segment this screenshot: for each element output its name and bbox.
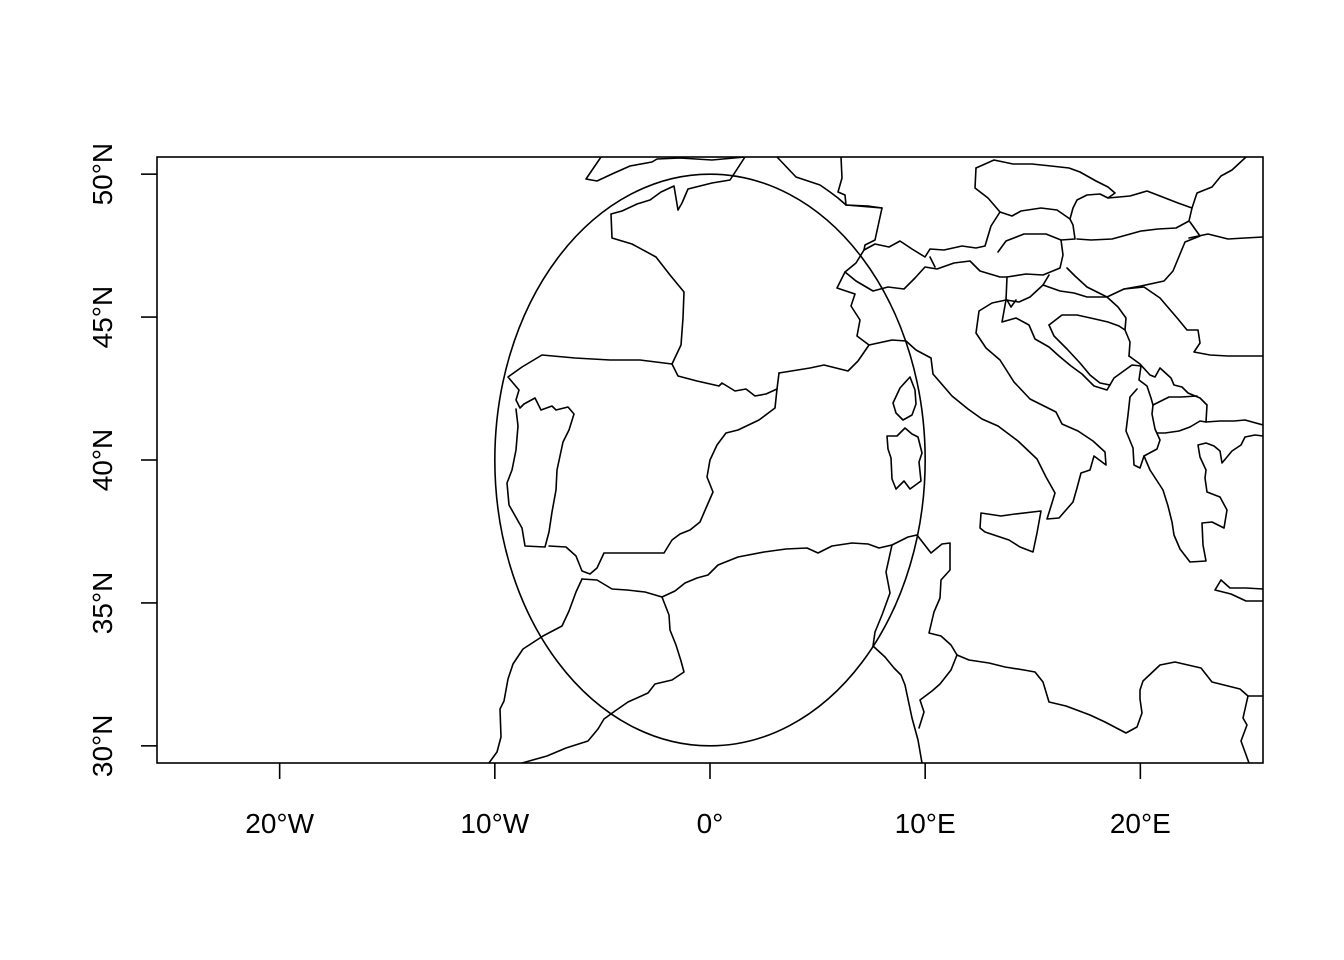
y-axis: 30°N 35°N 40°N 45°N 50°N — [87, 143, 157, 777]
country-borders — [487, 157, 1263, 763]
border-line — [845, 204, 883, 209]
border-line — [776, 157, 883, 374]
border-line — [1191, 157, 1247, 209]
border-line — [1156, 420, 1207, 434]
buffer-circle — [494, 173, 926, 747]
border-line — [863, 207, 1076, 258]
border-line — [975, 159, 1116, 220]
border-line — [1001, 299, 1142, 391]
border-line — [886, 427, 923, 490]
border-line — [1048, 324, 1111, 386]
border-line — [548, 388, 778, 575]
border-line — [1128, 355, 1263, 426]
border-line — [1220, 579, 1263, 590]
y-tick-label: 40°N — [87, 429, 118, 492]
border-line — [844, 239, 1064, 292]
x-tick-label: 10°W — [460, 808, 529, 839]
x-tick-label: 10°E — [895, 808, 956, 839]
border-line — [1048, 314, 1126, 331]
border-line — [974, 167, 1001, 213]
border-line — [1143, 434, 1263, 563]
border-line — [1066, 221, 1201, 298]
border-line — [918, 654, 958, 729]
border-line — [872, 544, 923, 763]
x-tick-label: 20°W — [245, 808, 314, 839]
border-line — [1240, 695, 1250, 763]
x-axis: 20°W 10°W 0° 10°E 20°E — [245, 763, 1171, 839]
border-line — [979, 510, 1042, 553]
border-line — [1006, 299, 1017, 308]
border-line — [929, 256, 936, 268]
border-line — [1188, 233, 1263, 240]
border-line — [837, 157, 847, 206]
y-tick-label: 35°N — [87, 572, 118, 635]
border-line — [868, 299, 1107, 520]
border-line — [1005, 274, 1050, 303]
y-tick-label: 50°N — [87, 143, 118, 206]
border-line — [1138, 365, 1198, 406]
x-tick-label: 0° — [697, 808, 724, 839]
border-line — [1214, 579, 1263, 602]
border-line — [1125, 388, 1161, 469]
border-line — [487, 578, 583, 763]
border-line — [671, 363, 780, 397]
border-line — [581, 534, 1263, 734]
border-line — [1042, 284, 1131, 357]
x-tick-label: 20°E — [1110, 808, 1171, 839]
y-tick-label: 30°N — [87, 715, 118, 778]
border-line — [506, 354, 673, 548]
border-line — [521, 596, 685, 763]
border-line — [585, 157, 746, 182]
border-line — [1076, 190, 1193, 241]
border-line — [892, 376, 917, 421]
border-line — [610, 157, 746, 365]
border-line — [1123, 286, 1263, 357]
y-tick-label: 45°N — [87, 286, 118, 349]
